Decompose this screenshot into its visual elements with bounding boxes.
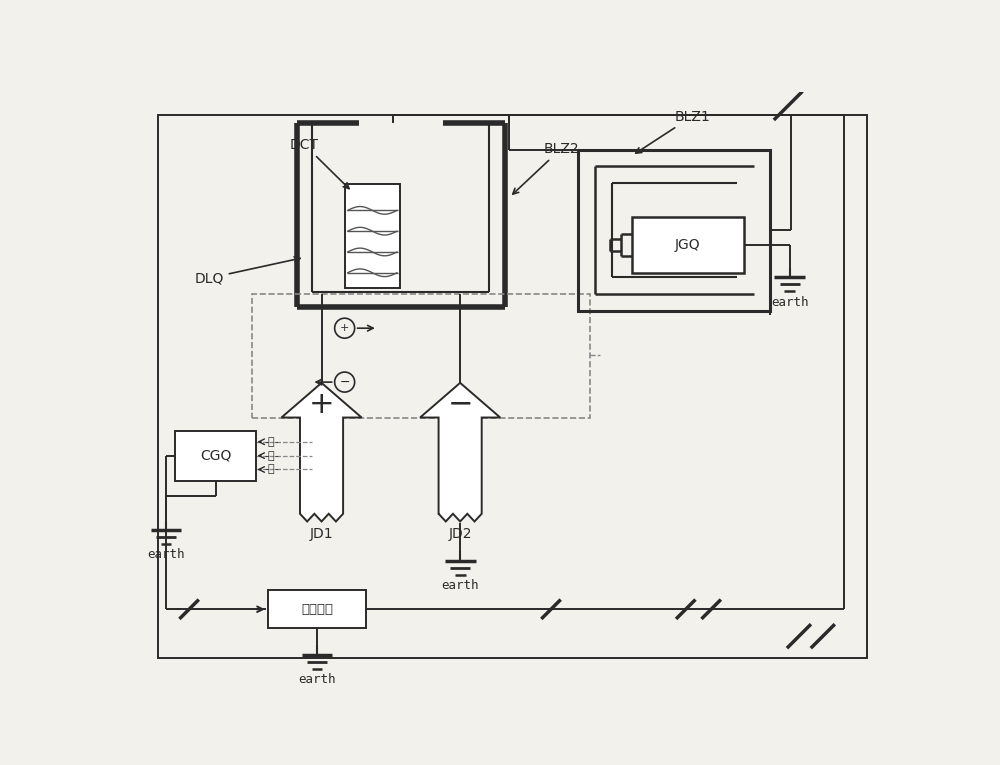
Polygon shape xyxy=(282,382,362,522)
Text: JD2: JD2 xyxy=(448,527,472,541)
Text: −: − xyxy=(447,389,473,418)
Text: BLZ1: BLZ1 xyxy=(636,109,710,153)
Text: earth: earth xyxy=(441,579,479,592)
Text: -电-: -电- xyxy=(265,451,279,461)
Text: earth: earth xyxy=(147,549,185,562)
Text: JGQ: JGQ xyxy=(675,238,700,252)
Bar xyxy=(252,295,590,418)
Bar xyxy=(578,149,770,311)
Bar xyxy=(268,590,366,629)
Text: earth: earth xyxy=(298,673,336,686)
Text: -静-: -静- xyxy=(265,437,279,447)
Text: +: + xyxy=(309,389,334,418)
Text: BLZ2: BLZ2 xyxy=(513,142,579,194)
Text: -场-: -场- xyxy=(265,464,279,474)
Bar xyxy=(175,431,256,480)
Text: +: + xyxy=(340,323,349,334)
Text: DLQ: DLQ xyxy=(194,257,300,285)
Text: 控制模块: 控制模块 xyxy=(301,603,333,616)
Bar xyxy=(345,184,400,288)
Bar xyxy=(312,122,489,292)
Text: CGQ: CGQ xyxy=(200,448,231,463)
Text: JD1: JD1 xyxy=(310,527,333,541)
Text: earth: earth xyxy=(771,296,808,309)
Polygon shape xyxy=(420,382,500,522)
Text: −: − xyxy=(339,376,350,389)
Text: DCT: DCT xyxy=(290,138,349,189)
Bar xyxy=(632,217,744,273)
